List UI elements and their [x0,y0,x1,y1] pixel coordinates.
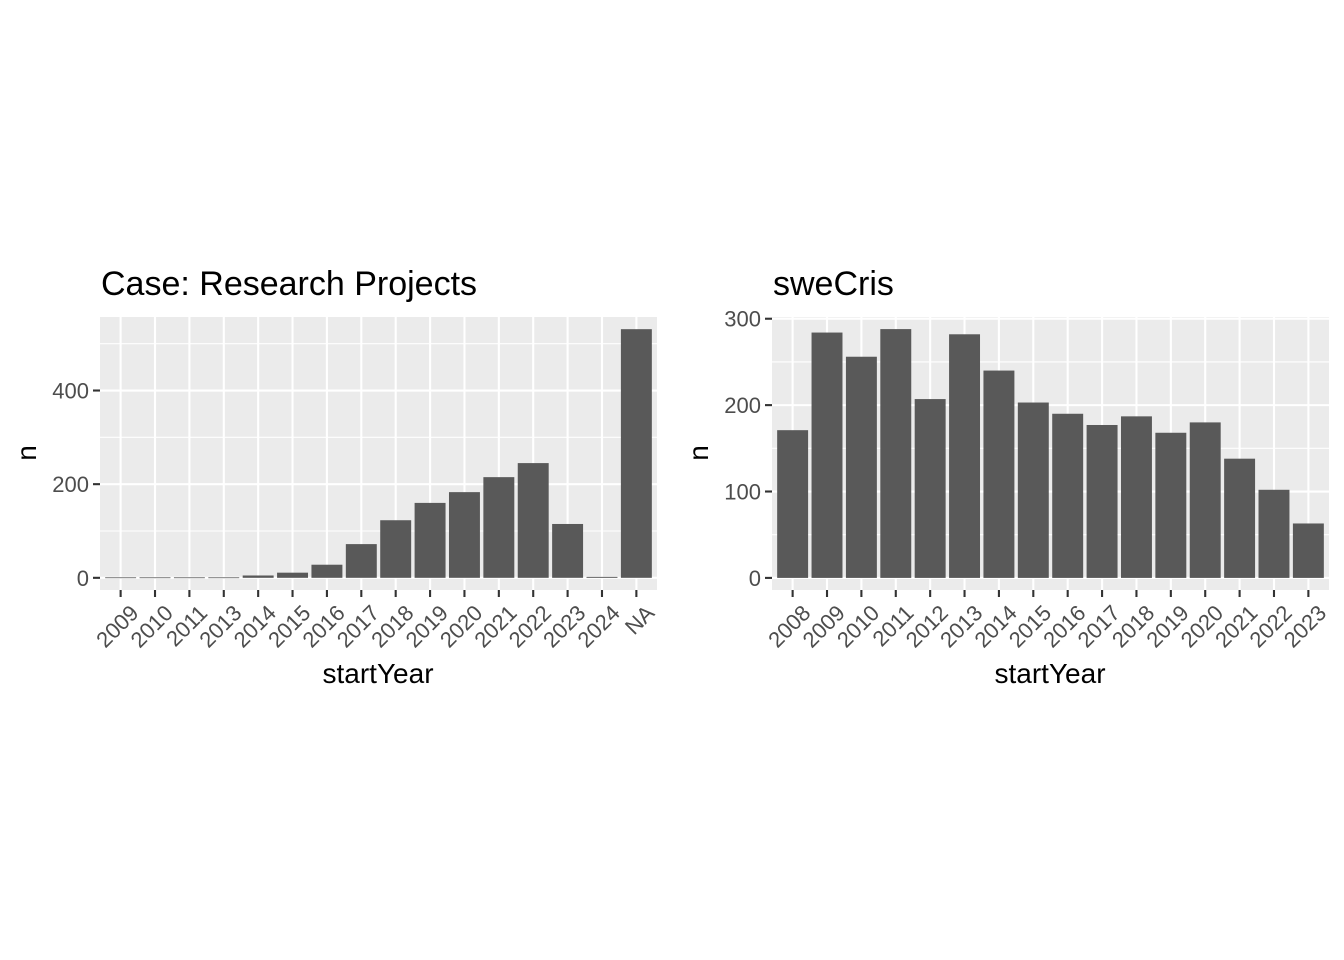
bar-2008 [777,430,809,578]
y-tick-label: 0 [77,566,89,591]
bar-2015 [1017,402,1049,578]
bar-2012 [914,399,946,578]
bar-2022 [517,463,549,578]
bar-2011 [173,577,205,579]
chart-title: sweCris [773,265,894,303]
bar-NA [620,329,652,578]
bar-2019 [414,502,446,578]
bars [105,329,652,579]
y-tick-label: 100 [724,480,761,505]
y-axis-title: n [683,445,714,461]
bar-2013 [949,334,981,578]
bar-2016 [1052,413,1084,578]
x-axis-title: startYear [322,658,433,689]
x-axis-title: startYear [994,658,1105,689]
bar-2017 [1086,424,1118,578]
bar-2021 [1224,458,1256,578]
chart-case-research-projects: Case: Research Projects 0200400200920102… [11,265,659,689]
bar-2015 [277,572,309,578]
bar-2018 [1120,416,1152,578]
bar-2024 [586,576,618,578]
bar-2018 [380,520,412,578]
bar-2020 [448,492,480,578]
y-tick-label: 300 [724,307,761,332]
bar-2016 [311,564,343,578]
bar-2021 [483,477,515,578]
bar-2019 [1155,432,1187,578]
bar-2014 [242,575,274,578]
bars [777,329,1324,578]
y-tick-label: 200 [52,472,89,497]
bar-2017 [345,544,377,578]
bar-2014 [983,370,1015,578]
bar-2023 [552,523,584,578]
chart-swecris: sweCris 01002003002008200920102011201220… [683,265,1331,689]
y-tick-label: 400 [52,379,89,404]
y-tick-label: 200 [724,393,761,418]
bar-2009 [105,577,137,579]
bar-2011 [880,329,912,578]
bar-2010 [845,356,877,578]
bar-2023 [1292,523,1324,578]
bar-2009 [811,332,843,578]
y-axis-title: n [11,445,42,461]
bar-2022 [1258,489,1290,578]
bar-2013 [208,577,240,579]
y-tick-label: 0 [749,566,761,591]
chart-title: Case: Research Projects [101,265,477,303]
bar-2010 [139,577,171,579]
bar-2020 [1189,422,1221,578]
